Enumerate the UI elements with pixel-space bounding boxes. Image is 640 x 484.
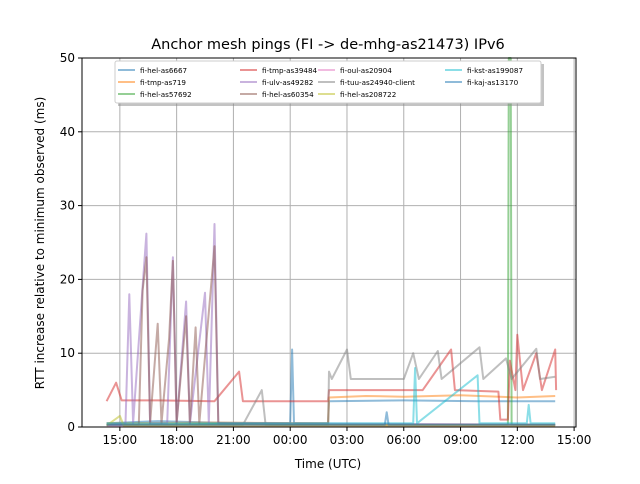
legend: fi-hel-as6667 fi-tmp-as719 fi-hel-as57692 f… xyxy=(114,60,544,106)
legend-label: fi-tmp-as719 xyxy=(140,78,186,87)
legend-label: fi-kaj-as13170 xyxy=(467,78,519,87)
y-tick-label: 50 xyxy=(60,51,75,65)
ticks: 15:00 18:00 21:00 00:00 03:00 06:00 09:00 12:00… xyxy=(60,51,592,447)
legend-label: fi-tuu-as24940-client xyxy=(340,78,415,87)
legend-label: fi-hel-as57692 xyxy=(140,90,192,99)
series-line-fi-kaj-as13170 xyxy=(106,411,556,426)
legend-label: fi-hel-as6667 xyxy=(140,66,187,75)
legend-label: fi-kst-as199087 xyxy=(467,66,523,75)
legend-label: fi-ulv-as49282 xyxy=(262,78,313,87)
chart-title: Anchor mesh pings (FI -> de-mhg-as21473)… xyxy=(151,37,505,53)
legend-label: fi-hel-as60354 xyxy=(262,90,314,99)
x-tick-label: 18:00 xyxy=(159,433,194,447)
x-tick-label: 21:00 xyxy=(216,433,251,447)
x-tick-label: 06:00 xyxy=(386,433,421,447)
y-tick-label: 30 xyxy=(60,199,75,213)
legend-label: fi-tmp-as39484 xyxy=(262,66,318,75)
x-tick-label: 12:00 xyxy=(500,433,535,447)
series-line-fi-kst-as199087 xyxy=(106,367,556,425)
x-tick-label: 15:00 xyxy=(103,433,138,447)
y-tick-label: 10 xyxy=(60,346,75,360)
x-tick-label: 15:00 xyxy=(557,433,592,447)
y-axis-label: RTT increase relative to minimum observe… xyxy=(33,97,47,390)
legend-label: fi-hel-as208722 xyxy=(340,90,396,99)
x-tick-label: 03:00 xyxy=(330,433,365,447)
x-tick-label: 09:00 xyxy=(443,433,478,447)
series-lines xyxy=(105,57,558,427)
x-tick-label: 00:00 xyxy=(273,433,308,447)
axes-frame xyxy=(81,57,577,428)
x-axis-label: Time (UTC) xyxy=(294,457,361,471)
y-tick-label: 20 xyxy=(60,272,75,286)
series-line-fi-hel-as60354 xyxy=(106,245,556,426)
y-tick-label: 40 xyxy=(60,125,75,139)
legend-label: fi-oul-as20904 xyxy=(340,66,392,75)
y-tick-label: 0 xyxy=(67,420,75,434)
